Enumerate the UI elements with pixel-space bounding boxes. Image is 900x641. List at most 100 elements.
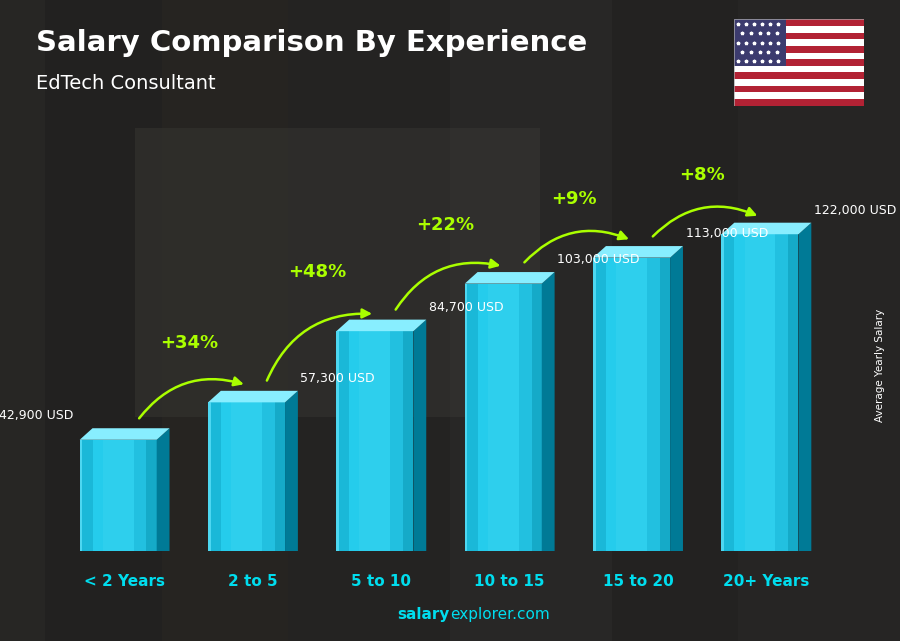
Text: 2 to 5: 2 to 5	[228, 574, 278, 589]
Polygon shape	[598, 258, 601, 551]
Polygon shape	[665, 258, 668, 551]
Polygon shape	[247, 403, 249, 551]
Polygon shape	[108, 440, 111, 551]
Polygon shape	[95, 440, 97, 551]
Polygon shape	[464, 272, 554, 283]
Text: salary: salary	[398, 607, 450, 622]
Text: 122,000 USD: 122,000 USD	[814, 204, 896, 217]
Polygon shape	[634, 258, 637, 551]
Polygon shape	[654, 258, 657, 551]
Polygon shape	[632, 258, 634, 551]
Polygon shape	[529, 283, 532, 551]
Bar	[0, 0, 45, 641]
Polygon shape	[382, 331, 385, 551]
Polygon shape	[783, 234, 786, 551]
Polygon shape	[485, 283, 488, 551]
Polygon shape	[518, 283, 521, 551]
Polygon shape	[154, 440, 157, 551]
Polygon shape	[337, 320, 427, 331]
Polygon shape	[136, 440, 139, 551]
Polygon shape	[606, 258, 608, 551]
Text: 84,700 USD: 84,700 USD	[428, 301, 503, 314]
Polygon shape	[141, 440, 144, 551]
Text: Average Yearly Salary: Average Yearly Salary	[875, 309, 886, 422]
Bar	[734, 92, 864, 99]
Polygon shape	[521, 283, 524, 551]
Polygon shape	[410, 331, 413, 551]
Polygon shape	[488, 283, 490, 551]
Polygon shape	[614, 258, 617, 551]
Polygon shape	[364, 331, 367, 551]
Polygon shape	[149, 440, 151, 551]
Polygon shape	[758, 234, 760, 551]
Polygon shape	[375, 331, 377, 551]
Polygon shape	[740, 234, 742, 551]
Polygon shape	[647, 258, 650, 551]
Polygon shape	[144, 440, 147, 551]
Polygon shape	[603, 258, 606, 551]
Polygon shape	[90, 440, 93, 551]
Polygon shape	[791, 234, 794, 551]
Polygon shape	[129, 440, 131, 551]
Polygon shape	[639, 258, 642, 551]
FancyArrowPatch shape	[396, 260, 498, 310]
Polygon shape	[362, 331, 364, 551]
Polygon shape	[514, 283, 516, 551]
Bar	[734, 19, 864, 26]
Polygon shape	[126, 440, 129, 551]
Polygon shape	[359, 331, 362, 551]
Polygon shape	[373, 331, 375, 551]
Polygon shape	[624, 258, 626, 551]
Polygon shape	[601, 258, 603, 551]
Polygon shape	[105, 440, 108, 551]
Polygon shape	[220, 403, 223, 551]
Polygon shape	[737, 234, 740, 551]
Polygon shape	[385, 331, 388, 551]
Bar	[734, 33, 864, 39]
Bar	[162, 0, 288, 641]
Polygon shape	[467, 283, 470, 551]
Polygon shape	[352, 331, 355, 551]
Polygon shape	[534, 283, 536, 551]
Polygon shape	[621, 258, 624, 551]
Polygon shape	[506, 283, 508, 551]
Polygon shape	[493, 283, 496, 551]
Polygon shape	[724, 234, 726, 551]
Bar	[135, 128, 540, 417]
Polygon shape	[123, 440, 126, 551]
Polygon shape	[223, 403, 226, 551]
Polygon shape	[500, 283, 503, 551]
Text: 15 to 20: 15 to 20	[603, 574, 673, 589]
Polygon shape	[409, 331, 410, 551]
Polygon shape	[472, 283, 475, 551]
Polygon shape	[234, 403, 237, 551]
Polygon shape	[742, 234, 744, 551]
Polygon shape	[274, 403, 277, 551]
Polygon shape	[786, 234, 788, 551]
Polygon shape	[796, 234, 798, 551]
FancyArrowPatch shape	[267, 310, 369, 381]
Bar	[734, 66, 864, 72]
Polygon shape	[670, 246, 683, 551]
Polygon shape	[536, 283, 539, 551]
Polygon shape	[770, 234, 773, 551]
Polygon shape	[357, 331, 359, 551]
Polygon shape	[732, 234, 734, 551]
Polygon shape	[337, 331, 339, 551]
Polygon shape	[729, 234, 732, 551]
Polygon shape	[475, 283, 478, 551]
Polygon shape	[734, 234, 737, 551]
Polygon shape	[115, 440, 118, 551]
Polygon shape	[650, 258, 652, 551]
Polygon shape	[498, 283, 500, 551]
Polygon shape	[267, 403, 270, 551]
Polygon shape	[244, 403, 247, 551]
Polygon shape	[265, 403, 267, 551]
Polygon shape	[482, 283, 485, 551]
Polygon shape	[151, 440, 154, 551]
Polygon shape	[213, 403, 216, 551]
Polygon shape	[619, 258, 621, 551]
Text: +8%: +8%	[680, 166, 725, 184]
Polygon shape	[80, 440, 82, 551]
Polygon shape	[256, 403, 259, 551]
